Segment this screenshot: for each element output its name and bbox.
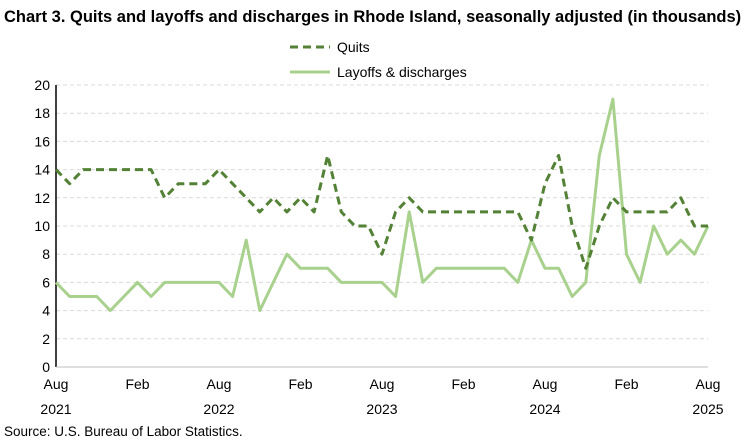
quits-line bbox=[54, 154, 708, 270]
x-tick-year: 2023 bbox=[366, 401, 397, 417]
x-tick-label: Feb bbox=[614, 376, 638, 392]
y-tick-label: 20 bbox=[34, 77, 50, 93]
x-tick-label: Aug bbox=[44, 376, 69, 392]
x-tick-year: 2025 bbox=[692, 401, 723, 417]
y-tick-label: 2 bbox=[42, 331, 50, 347]
x-tick-label: Aug bbox=[533, 376, 558, 392]
legend-label: Layoffs & discharges bbox=[337, 64, 467, 80]
x-tick-label: Aug bbox=[370, 376, 395, 392]
x-tick-label: Aug bbox=[207, 376, 232, 392]
x-tick-label: Aug bbox=[696, 376, 721, 392]
chart-title: Chart 3. Quits and layoffs and discharge… bbox=[4, 8, 742, 26]
y-tick-label: 10 bbox=[34, 218, 50, 234]
y-tick-label: 16 bbox=[34, 133, 50, 149]
x-tick-year: 2022 bbox=[203, 401, 234, 417]
y-tick-label: 12 bbox=[34, 190, 50, 206]
y-tick-label: 6 bbox=[42, 274, 50, 290]
legend-label: Quits bbox=[337, 39, 370, 55]
x-tick-year: 2024 bbox=[529, 401, 560, 417]
layoffs-line bbox=[54, 97, 710, 313]
y-tick-label: 8 bbox=[42, 246, 50, 262]
y-tick-label: 4 bbox=[42, 303, 50, 319]
x-tick-label: Feb bbox=[288, 376, 312, 392]
y-tick-label: 0 bbox=[42, 359, 50, 375]
x-tick-year: 2021 bbox=[40, 401, 71, 417]
x-tick-label: Feb bbox=[451, 376, 475, 392]
x-tick-label: Feb bbox=[125, 376, 149, 392]
source-note: Source: U.S. Bureau of Labor Statistics. bbox=[4, 424, 243, 439]
y-tick-label: 18 bbox=[34, 105, 50, 121]
y-tick-label: 14 bbox=[34, 162, 50, 178]
